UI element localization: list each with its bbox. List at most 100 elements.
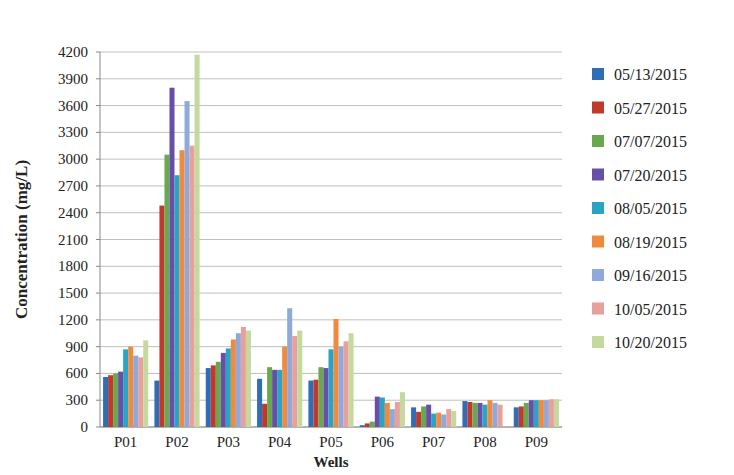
bar <box>216 362 221 427</box>
bar <box>169 88 174 427</box>
bar <box>400 392 405 427</box>
bar <box>411 407 416 427</box>
tick-label: 3000 <box>58 151 88 167</box>
grid-line <box>100 52 562 53</box>
tick-mark <box>96 78 100 79</box>
bar <box>519 406 524 427</box>
tick-label: 2700 <box>58 178 88 194</box>
tick-label: 1800 <box>58 258 88 274</box>
bar <box>133 356 138 427</box>
bar <box>118 372 123 427</box>
tick-label: 1500 <box>58 285 88 301</box>
y-axis-title: Concentration (mg/L) <box>12 160 31 319</box>
tick-label: P04 <box>268 434 292 450</box>
tick-label: 1200 <box>58 312 88 328</box>
bar <box>339 347 344 427</box>
tick-label: 0 <box>81 419 89 435</box>
tick-label: 3600 <box>58 98 88 114</box>
tick-mark <box>96 427 100 428</box>
tick-label: P03 <box>217 434 240 450</box>
tick-mark <box>96 212 100 213</box>
bar <box>431 414 436 427</box>
bar <box>221 353 226 427</box>
grid-line <box>100 105 562 106</box>
bar <box>154 381 159 427</box>
bar <box>206 368 211 427</box>
bar <box>190 146 195 427</box>
bar <box>277 370 282 427</box>
tick-mark <box>96 400 100 401</box>
bar <box>103 377 108 427</box>
bar <box>421 406 426 427</box>
bar <box>287 308 292 427</box>
legend-swatch <box>592 68 604 80</box>
tick-mark <box>96 319 100 320</box>
legend-label: 08/19/2015 <box>614 234 687 251</box>
bar <box>174 175 179 427</box>
bar <box>446 409 451 427</box>
bars <box>103 55 559 427</box>
bar <box>370 422 375 427</box>
legend-swatch <box>592 102 604 114</box>
bar <box>159 206 164 427</box>
bar <box>534 400 539 427</box>
tick-label: 3300 <box>58 124 88 140</box>
legend-swatch <box>592 169 604 181</box>
tick-mark <box>96 185 100 186</box>
legend-label: 09/16/2015 <box>614 267 687 284</box>
bar <box>349 333 354 427</box>
tick-mark <box>96 239 100 240</box>
x-axis-title: Wells <box>313 454 348 470</box>
bar <box>195 55 200 427</box>
bar <box>328 349 333 427</box>
tick-label: 900 <box>66 339 89 355</box>
bar <box>477 403 482 427</box>
bar <box>524 403 529 427</box>
bar <box>451 411 456 427</box>
bar <box>529 400 534 427</box>
legend-swatch <box>592 135 604 147</box>
bar <box>539 400 544 427</box>
bar <box>236 333 241 427</box>
bar <box>308 381 313 427</box>
legend-label: 10/20/2015 <box>614 334 687 351</box>
bar <box>554 399 559 427</box>
tick-label: P09 <box>525 434 548 450</box>
bar <box>272 370 277 427</box>
bar <box>226 348 231 427</box>
legend-swatch <box>592 336 604 348</box>
bar <box>128 347 133 427</box>
tick-mark <box>96 132 100 133</box>
bar <box>472 403 477 427</box>
tick-label: 300 <box>66 392 89 408</box>
bar <box>514 407 519 427</box>
tick-label: P06 <box>371 434 395 450</box>
tick-label: 2400 <box>58 205 88 221</box>
bar <box>390 409 395 427</box>
bar <box>138 357 143 427</box>
legend-swatch <box>592 236 604 248</box>
bar <box>498 405 503 427</box>
bar <box>344 341 349 427</box>
bar <box>365 423 370 427</box>
bar <box>246 331 251 427</box>
bar <box>185 101 190 427</box>
bar <box>282 347 287 427</box>
bar <box>334 319 339 427</box>
bar <box>395 402 400 427</box>
legend-label: 05/13/2015 <box>614 66 687 83</box>
bar <box>241 327 246 427</box>
legend-label: 10/05/2015 <box>614 301 687 318</box>
legend-label: 08/05/2015 <box>614 200 687 217</box>
bar <box>441 415 446 428</box>
tick-label: P02 <box>165 434 188 450</box>
bar <box>416 412 421 427</box>
bar <box>164 155 169 427</box>
tick-label: P08 <box>473 434 496 450</box>
bar <box>467 402 472 427</box>
bar <box>549 399 554 427</box>
bar <box>108 375 113 427</box>
bar <box>113 373 118 427</box>
legend-label: 07/07/2015 <box>614 133 687 150</box>
tick-mark <box>96 52 100 53</box>
